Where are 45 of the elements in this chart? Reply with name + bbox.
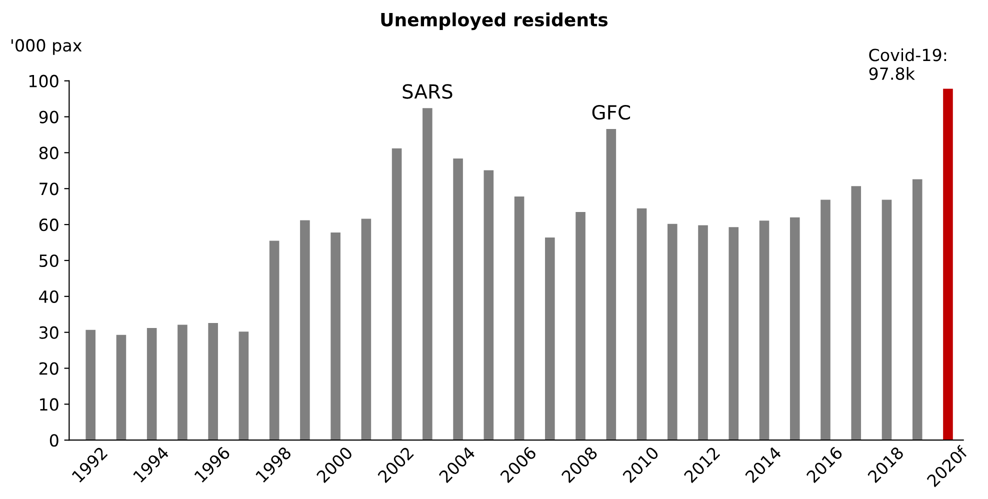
bar bbox=[606, 128, 616, 440]
bar bbox=[759, 220, 770, 440]
bar bbox=[698, 225, 708, 440]
bar bbox=[178, 324, 188, 440]
bar bbox=[545, 237, 555, 440]
y-tick-label: 100 bbox=[29, 74, 58, 88]
y-tick-label: 50 bbox=[40, 254, 58, 268]
y-tick-label: 30 bbox=[40, 326, 58, 339]
bar bbox=[422, 108, 432, 440]
bar bbox=[361, 218, 372, 440]
y-tick-label: 70 bbox=[40, 182, 58, 196]
bar bbox=[912, 179, 922, 440]
bar bbox=[300, 220, 310, 440]
bar bbox=[392, 148, 402, 440]
bar bbox=[484, 170, 494, 440]
bar bbox=[636, 208, 647, 440]
bar bbox=[943, 88, 953, 440]
bar bbox=[208, 322, 218, 440]
bar bbox=[668, 224, 678, 440]
y-tick-label: 60 bbox=[39, 218, 58, 232]
bar bbox=[882, 200, 892, 440]
bar bbox=[116, 334, 126, 440]
bar bbox=[146, 328, 157, 440]
bar bbox=[330, 232, 340, 440]
y-tick-label: 80 bbox=[39, 146, 58, 160]
annotation: SARS bbox=[402, 84, 452, 99]
annotation: Covid-19: 97.8k bbox=[869, 48, 946, 80]
bar bbox=[238, 332, 249, 440]
y-tick-label: 0 bbox=[50, 434, 58, 447]
bar bbox=[86, 330, 96, 440]
bar bbox=[820, 200, 830, 440]
bar bbox=[728, 227, 739, 440]
bar bbox=[269, 240, 280, 440]
annotation: GFC bbox=[592, 104, 630, 120]
y-tick-label: 90 bbox=[39, 110, 58, 124]
bar bbox=[576, 212, 586, 440]
bar bbox=[790, 217, 800, 440]
bar bbox=[851, 186, 862, 440]
bar bbox=[514, 196, 524, 440]
y-tick-label: 40 bbox=[39, 290, 58, 303]
y-axis-title: '000 pax bbox=[11, 39, 82, 55]
y-tick-label: 20 bbox=[39, 362, 58, 375]
chart-title: Unemployed residents bbox=[381, 12, 608, 30]
y-tick-label: 10 bbox=[40, 398, 58, 411]
bar bbox=[453, 158, 463, 440]
